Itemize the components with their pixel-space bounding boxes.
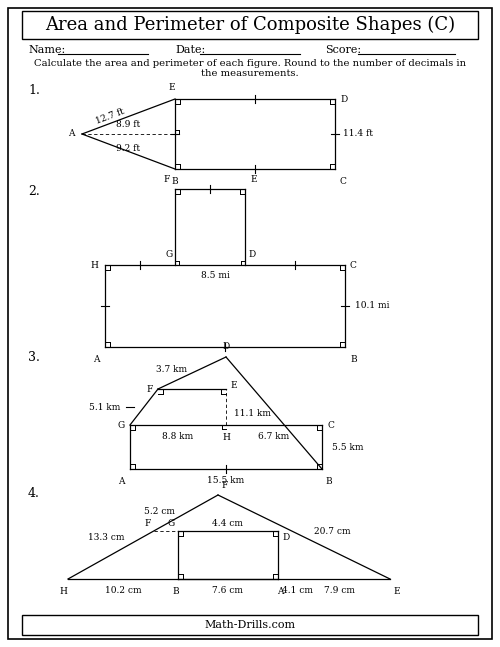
- Text: 8.5 mi: 8.5 mi: [200, 271, 230, 280]
- Text: 1.: 1.: [28, 84, 40, 97]
- Text: 3.7 km: 3.7 km: [156, 366, 187, 375]
- Text: H: H: [90, 261, 98, 270]
- Text: B: B: [325, 477, 332, 486]
- Text: E: E: [168, 83, 175, 92]
- Text: B: B: [172, 177, 178, 186]
- Text: E: E: [250, 175, 256, 184]
- Text: 11.4 ft: 11.4 ft: [343, 129, 373, 138]
- Text: F: F: [164, 175, 170, 184]
- Text: A: A: [118, 477, 125, 486]
- Text: D: D: [222, 342, 230, 351]
- Text: F: F: [144, 519, 150, 528]
- Text: 5.5 km: 5.5 km: [332, 443, 364, 452]
- Text: 7.9 cm: 7.9 cm: [324, 586, 354, 595]
- Text: H: H: [59, 587, 67, 596]
- Text: B: B: [350, 355, 356, 364]
- Text: 3.: 3.: [28, 351, 40, 364]
- Text: D: D: [282, 533, 289, 542]
- Text: 4.: 4.: [28, 487, 40, 500]
- Text: 6.7 km: 6.7 km: [258, 432, 290, 441]
- Text: D: D: [340, 94, 347, 104]
- Bar: [22, 11, 478, 39]
- Text: 10.1 mi: 10.1 mi: [355, 302, 390, 311]
- Text: H: H: [222, 433, 230, 442]
- Text: 8.9 ft: 8.9 ft: [116, 120, 140, 129]
- Text: E: E: [230, 382, 236, 391]
- Text: G: G: [166, 250, 173, 259]
- Text: C: C: [327, 421, 334, 430]
- Text: D: D: [248, 250, 256, 259]
- Text: F: F: [146, 384, 153, 393]
- Text: A: A: [277, 587, 283, 596]
- Text: 8.8 km: 8.8 km: [162, 432, 194, 441]
- Bar: [22, 615, 478, 635]
- Text: Calculate the area and perimeter of each figure. Round to the number of decimals: Calculate the area and perimeter of each…: [34, 60, 466, 69]
- Text: F: F: [221, 481, 228, 490]
- Text: 7.6 cm: 7.6 cm: [212, 586, 244, 595]
- Text: 4.1 cm: 4.1 cm: [282, 586, 314, 595]
- Text: Name:: Name:: [28, 45, 65, 55]
- Text: Area and Perimeter of Composite Shapes (C): Area and Perimeter of Composite Shapes (…: [45, 16, 455, 34]
- Text: 12.7 ft: 12.7 ft: [95, 107, 126, 126]
- Text: Math-Drills.com: Math-Drills.com: [204, 620, 296, 630]
- Text: 20.7 cm: 20.7 cm: [314, 527, 350, 536]
- Text: 13.3 cm: 13.3 cm: [88, 532, 125, 542]
- Text: C: C: [340, 177, 347, 186]
- Text: G: G: [118, 421, 125, 430]
- Text: A: A: [68, 129, 75, 138]
- Text: Score:: Score:: [325, 45, 361, 55]
- Text: 15.5 km: 15.5 km: [208, 476, 244, 485]
- Text: E: E: [393, 587, 400, 596]
- Text: 2.: 2.: [28, 185, 40, 198]
- Text: A: A: [94, 355, 100, 364]
- Text: 5.1 km: 5.1 km: [88, 402, 120, 411]
- Text: 10.2 cm: 10.2 cm: [104, 586, 142, 595]
- Text: G: G: [168, 519, 175, 528]
- Text: B: B: [172, 587, 180, 596]
- Text: 11.1 km: 11.1 km: [234, 408, 271, 417]
- Text: 4.4 cm: 4.4 cm: [212, 519, 244, 528]
- Text: 9.2 ft: 9.2 ft: [116, 144, 140, 153]
- Text: 5.2 cm: 5.2 cm: [144, 507, 175, 516]
- Text: C: C: [350, 261, 357, 270]
- Text: the measurements.: the measurements.: [201, 69, 299, 78]
- Text: Date:: Date:: [175, 45, 206, 55]
